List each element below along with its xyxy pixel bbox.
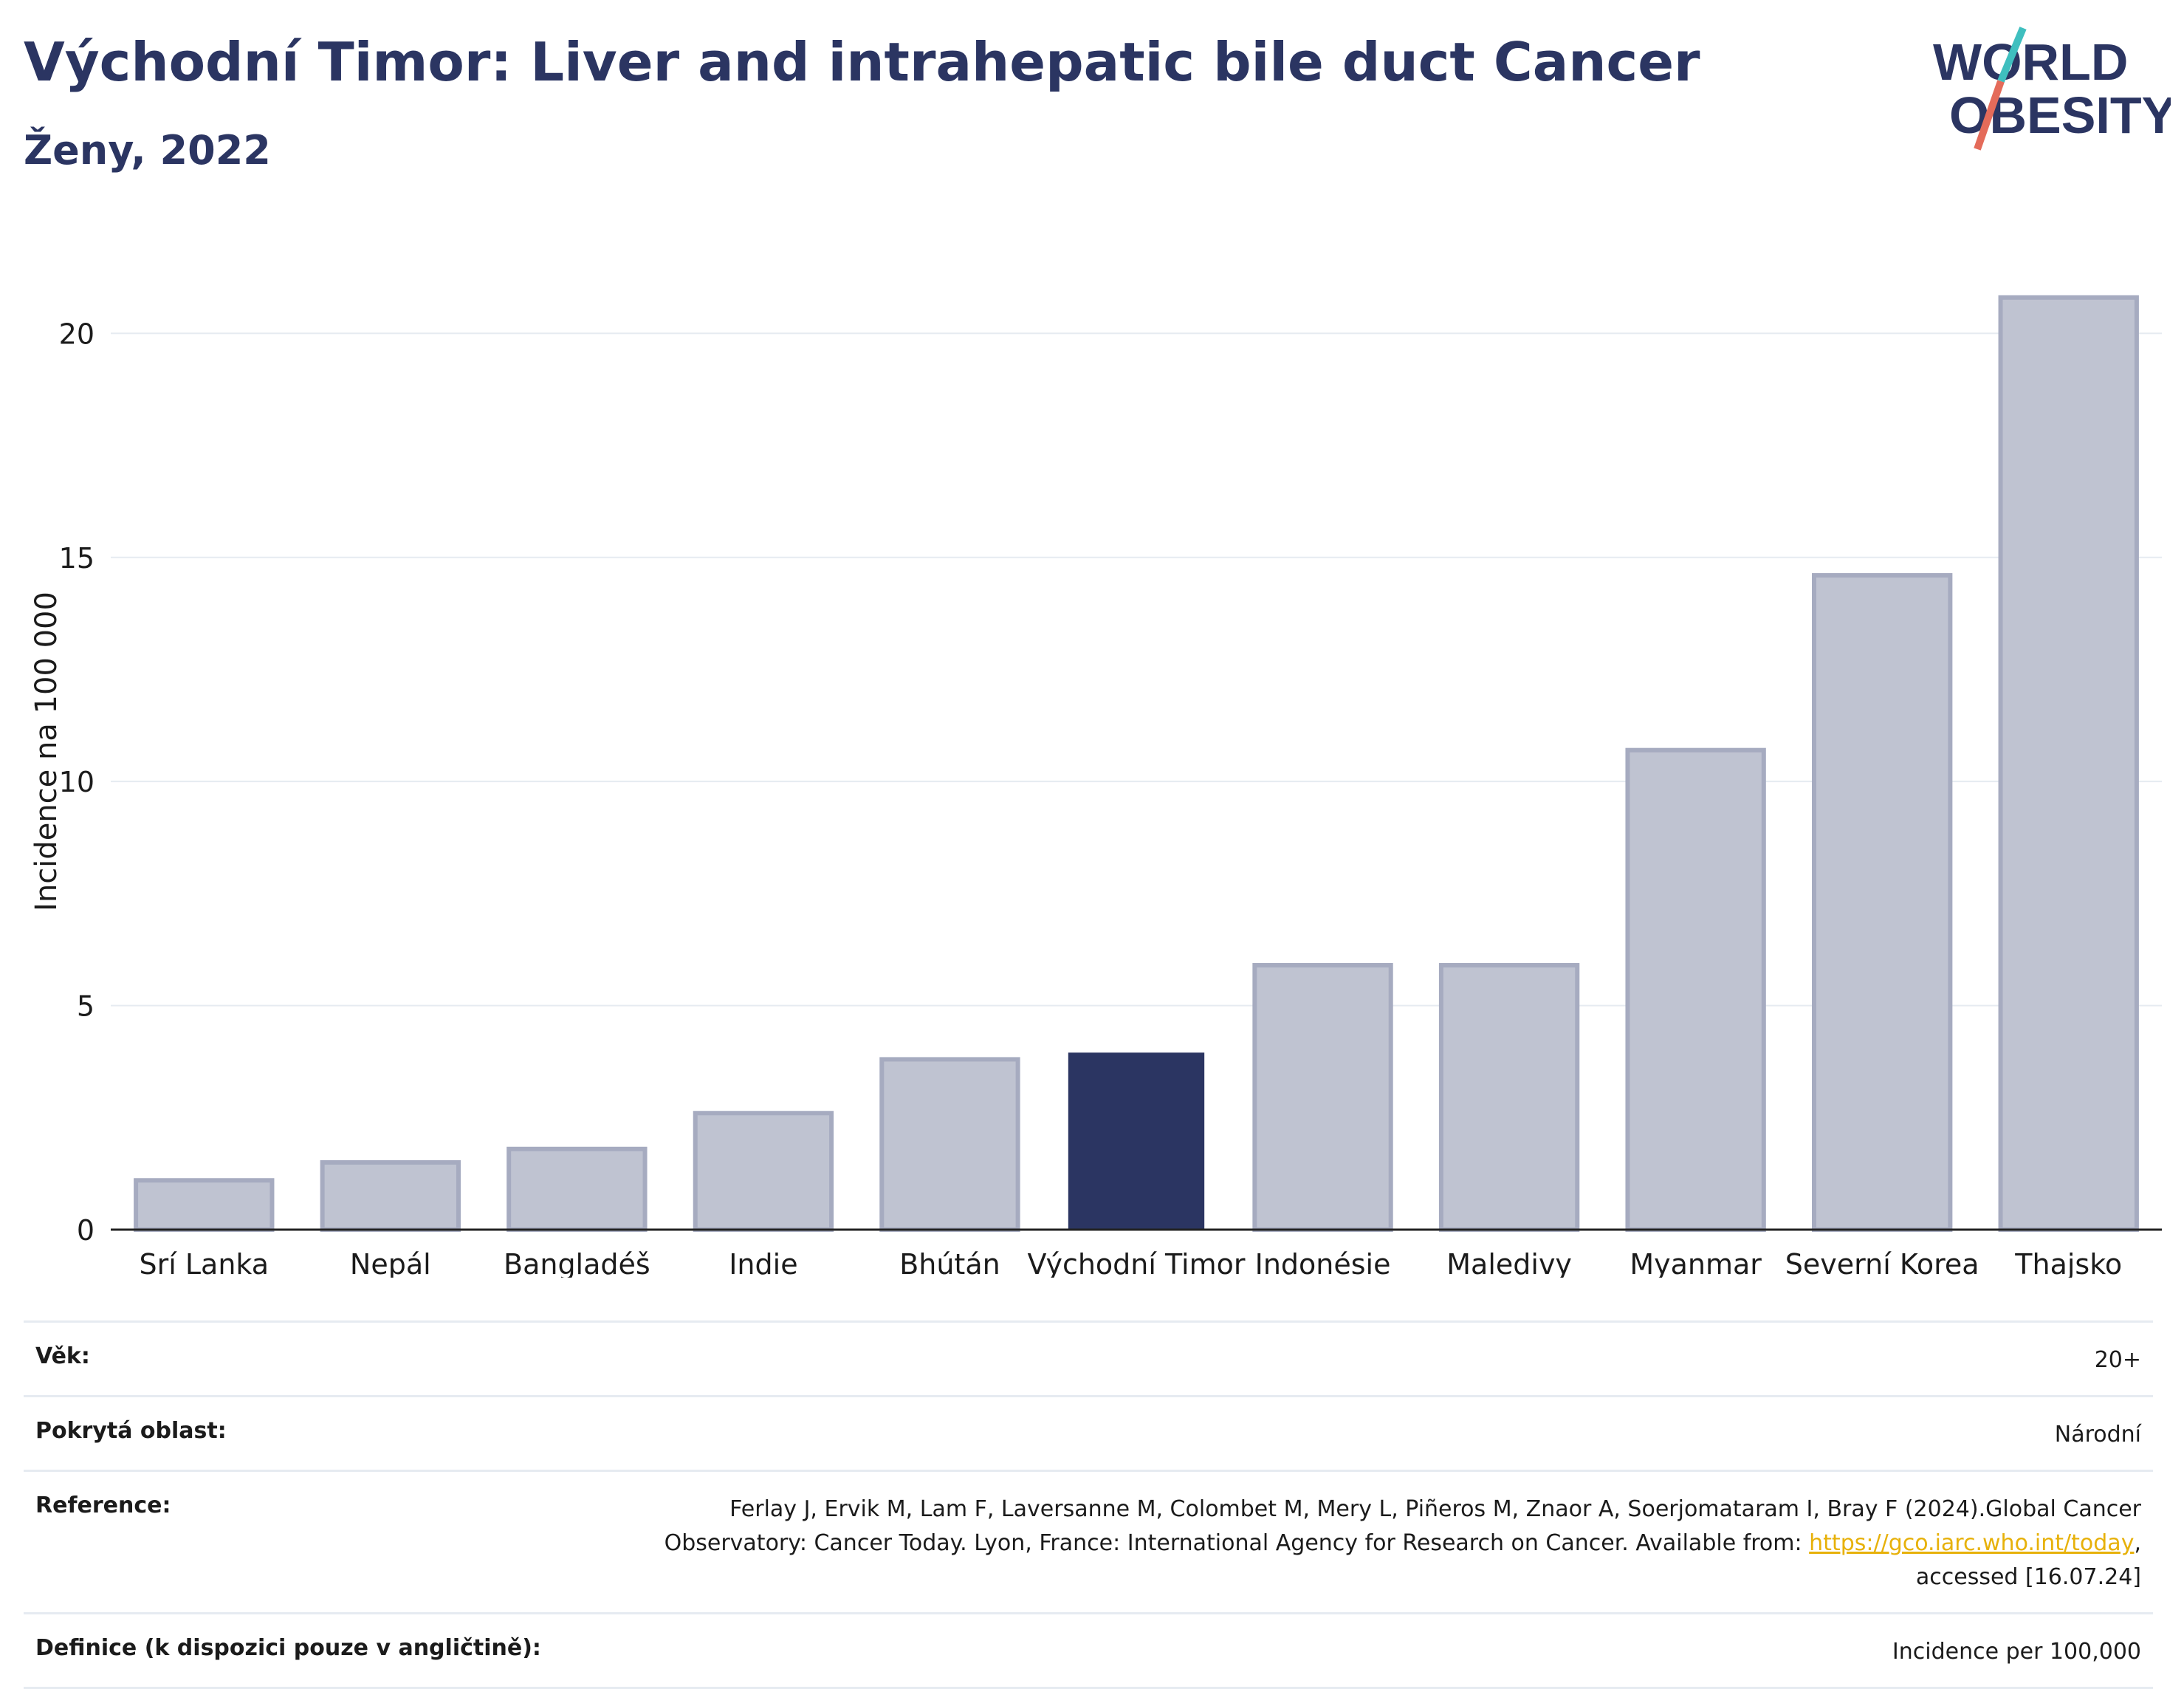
bar (320, 1159, 461, 1233)
x-tick-label: Bangladéš (504, 1248, 650, 1278)
x-tick-label: Myanmar (1630, 1248, 1762, 1278)
reference-line2-end: , (2134, 1530, 2141, 1556)
chart-subtitle: Ženy, 2022 (24, 127, 271, 174)
bar (1812, 573, 1953, 1232)
age-value: 20+ (2094, 1347, 2141, 1373)
y-tick-label: 0 (77, 1214, 95, 1247)
logo-line1: WORLD (1933, 33, 2128, 91)
age-label: Věk: (35, 1343, 90, 1369)
bar (134, 1178, 275, 1232)
bar (693, 1111, 834, 1233)
y-axis-label: Incidence na 100 000 (30, 592, 63, 911)
reference-value: Ferlay J, Ervik M, Lam F, Laversanne M, … (665, 1493, 2141, 1594)
reference-line2: Observatory: Cancer Today. Lyon, France:… (664, 1530, 1810, 1556)
meta-row-reference: Reference: Ferlay J, Ervik M, Lam F, Lav… (24, 1470, 2153, 1612)
meta-row-definition: Definice (k dispozici pouze v angličtině… (24, 1612, 2153, 1689)
x-tick-label: Nepál (350, 1248, 431, 1278)
y-tick-label: 5 (77, 990, 95, 1023)
reference-label: Reference: (35, 1493, 171, 1518)
x-tick-label: Východní Timor (1027, 1248, 1245, 1278)
y-tick-label: 15 (59, 542, 95, 575)
x-tick-label: Maledivy (1446, 1248, 1572, 1278)
reference-line1: Ferlay J, Ervik M, Lam F, Laversanne M, … (729, 1496, 2141, 1522)
coverage-label: Pokrytá oblast: (35, 1418, 227, 1444)
bar (506, 1146, 648, 1232)
y-tick-label: 20 (59, 318, 95, 350)
y-tick-label: 10 (59, 766, 95, 798)
logo-slash-teal (1997, 27, 2027, 83)
reference-link[interactable]: https://gco.iarc.who.int/today (1809, 1530, 2135, 1556)
bar (879, 1057, 1020, 1232)
x-tick-label: Indonésie (1255, 1248, 1391, 1278)
x-tick-label: Indie (729, 1248, 797, 1278)
bar (1998, 295, 2139, 1232)
chart-title: Východní Timor: Liver and intrahepatic b… (24, 31, 1700, 93)
bar (1068, 1052, 1205, 1230)
definition-value: Incidence per 100,000 (1892, 1639, 2141, 1665)
bar (1438, 962, 1580, 1233)
x-tick-label: Severní Korea (1785, 1248, 1979, 1278)
bar-chart: 0 5 10 15 20 Incidence na 100 000 Srí Lanka Nep… (30, 295, 2162, 1278)
coverage-value: Národní (2054, 1422, 2141, 1448)
definition-label: Definice (k dispozici pouze v angličtině… (35, 1635, 541, 1661)
x-tick-label: Srí Lanka (139, 1248, 269, 1278)
logo-slash-coral (1974, 80, 2005, 151)
world-obesity-logo: WORLD OBESITY (1933, 27, 2171, 151)
reference-line3: accessed [16.07.24] (1915, 1564, 2141, 1590)
x-tick-label: Thajsko (2014, 1248, 2122, 1278)
x-tick-label: Bhútán (899, 1248, 1000, 1278)
metadata-table: Věk: 20+ Pokrytá oblast: Národní Referen… (24, 1320, 2153, 1689)
bar (1625, 747, 1766, 1232)
bar (1252, 962, 1393, 1233)
meta-row-coverage: Pokrytá oblast: Národní (24, 1395, 2153, 1470)
meta-row-age: Věk: 20+ (24, 1320, 2153, 1395)
